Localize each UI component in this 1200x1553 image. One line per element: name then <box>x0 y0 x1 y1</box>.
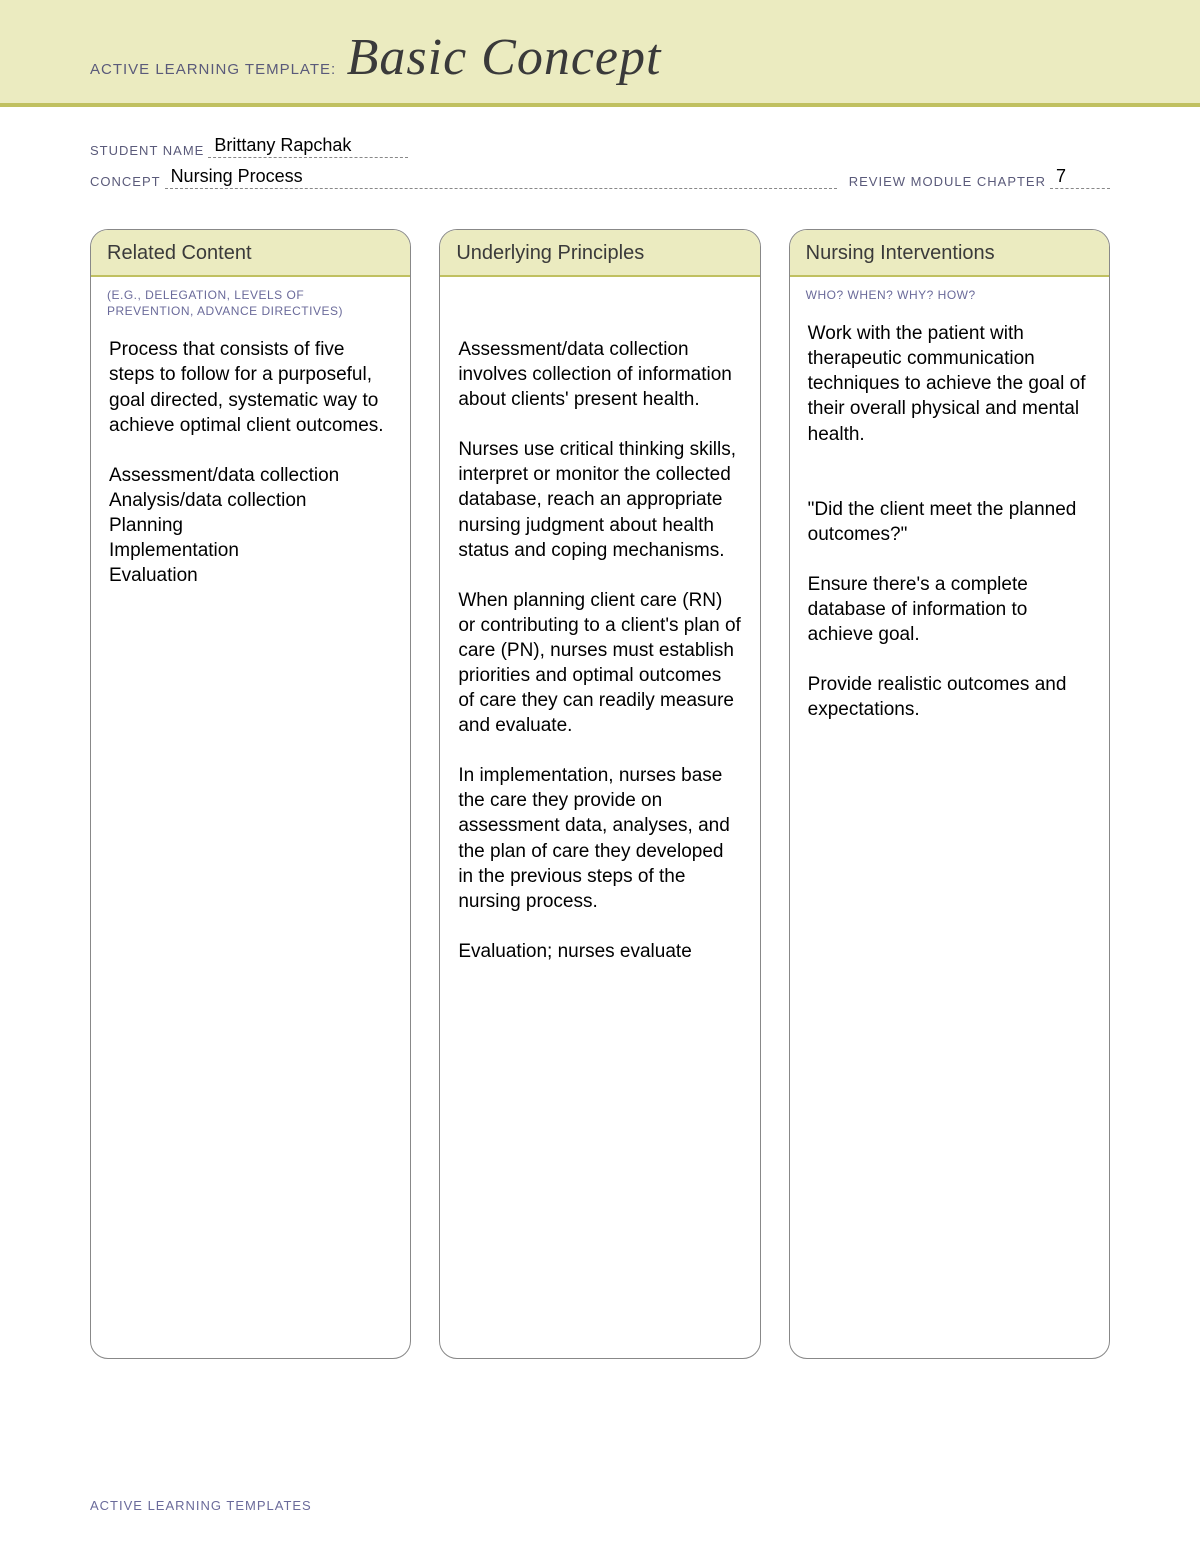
columns: Related Content (E.G., DELEGATION, LEVEL… <box>0 189 1200 1359</box>
card-title: Underlying Principles <box>456 242 743 265</box>
card-body: Assessment/data collection involves coll… <box>440 325 759 982</box>
concept-value: Nursing Process <box>165 166 837 189</box>
footer-text: ACTIVE LEARNING TEMPLATES <box>90 1498 312 1513</box>
review-label: REVIEW MODULE CHAPTER <box>849 174 1046 189</box>
form-area: STUDENT NAME Brittany Rapchak CONCEPT Nu… <box>0 107 1200 189</box>
card-related-content: Related Content (E.G., DELEGATION, LEVEL… <box>90 229 411 1359</box>
header-title: Basic Concept <box>347 28 662 87</box>
student-name-row: STUDENT NAME Brittany Rapchak <box>90 135 1110 158</box>
card-head: Underlying Principles <box>440 230 759 277</box>
concept-label: CONCEPT <box>90 174 161 189</box>
card-head: Nursing Interventions <box>790 230 1109 277</box>
card-subtitle <box>440 277 759 325</box>
card-title: Related Content <box>107 242 394 265</box>
header-label: ACTIVE LEARNING TEMPLATE: <box>90 61 336 78</box>
card-underlying-principles: Underlying Principles Assessment/data co… <box>439 229 760 1359</box>
student-name-value: Brittany Rapchak <box>208 135 408 158</box>
concept-row: CONCEPT Nursing Process REVIEW MODULE CH… <box>90 166 1110 189</box>
card-subtitle: WHO? WHEN? WHY? HOW? <box>790 277 1109 309</box>
card-title: Nursing Interventions <box>806 242 1093 265</box>
student-name-label: STUDENT NAME <box>90 143 204 158</box>
header-band: ACTIVE LEARNING TEMPLATE: Basic Concept <box>0 0 1200 107</box>
card-body: Work with the patient with therapeutic c… <box>790 309 1109 740</box>
card-nursing-interventions: Nursing Interventions WHO? WHEN? WHY? HO… <box>789 229 1110 1359</box>
card-head: Related Content <box>91 230 410 277</box>
card-body: Process that consists of five steps to f… <box>91 325 410 606</box>
card-subtitle: (E.G., DELEGATION, LEVELS OF PREVENTION,… <box>91 277 410 325</box>
review-value: 7 <box>1050 166 1110 189</box>
